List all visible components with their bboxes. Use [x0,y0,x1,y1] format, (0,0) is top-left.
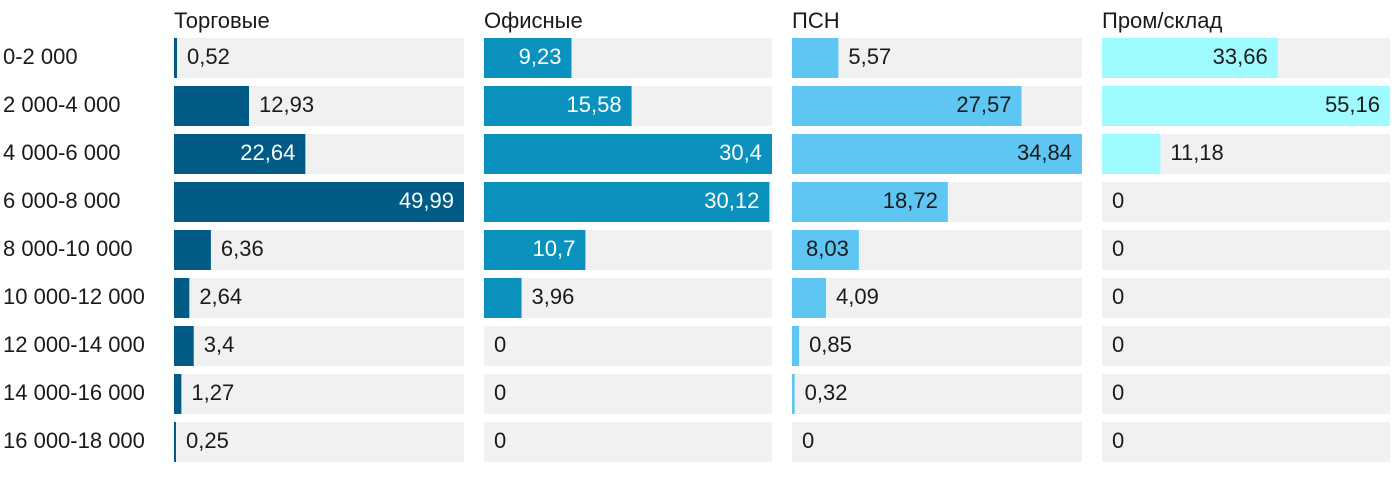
bar-track [174,422,464,462]
bar-value-label: 10,7 [533,236,576,261]
bar-value-label: 5,57 [848,44,891,69]
bar-value-label: 0,25 [186,428,229,453]
bar [792,38,839,78]
bar-value-label: 0 [1112,284,1124,309]
category-label: 14 000-16 000 [3,380,145,405]
bar-value-label: 0 [1112,428,1124,453]
bar-value-label: 0,85 [809,332,852,357]
bar-track [174,374,464,414]
bar-value-label: 0 [1112,236,1124,261]
bar-value-label: 9,23 [519,44,562,69]
bar-value-label: 8,03 [806,236,849,261]
bar-track [1102,326,1390,366]
bar-value-label: 3,96 [532,284,575,309]
bar [1102,134,1161,174]
bar-value-label: 6,36 [221,236,264,261]
bar-track [174,38,464,78]
bar [792,374,795,414]
category-label: 0-2 000 [3,44,78,69]
bar [174,182,464,222]
panel-title: Пром/склад [1102,8,1222,33]
bar-track [484,374,772,414]
bar-track [792,422,1082,462]
bar [174,134,306,174]
bar [484,86,632,126]
category-label: 8 000-10 000 [3,236,133,261]
bar [792,86,1022,126]
category-label: 16 000-18 000 [3,428,145,453]
bar-value-label: 0,32 [805,380,848,405]
bar-track [1102,374,1390,414]
bar-track [792,374,1082,414]
bar-value-label: 30,12 [704,188,759,213]
category-label: 6 000-8 000 [3,188,120,213]
bar-value-label: 30,4 [719,140,762,165]
bar [792,230,859,270]
bar [1102,86,1390,126]
bar-value-label: 0 [494,428,506,453]
bar [484,134,772,174]
bar [484,230,586,270]
bar [484,278,522,318]
bar-value-label: 0 [494,332,506,357]
bar-track [1102,230,1390,270]
bar-value-label: 0,52 [187,44,230,69]
bar-value-label: 0 [1112,332,1124,357]
category-label: 12 000-14 000 [3,332,145,357]
bar-track [1102,278,1390,318]
bar-value-label: 49,99 [399,188,454,213]
bar-track [792,278,1082,318]
bar [174,230,211,270]
bar-value-label: 0 [1112,188,1124,213]
bar-value-label: 18,72 [883,188,938,213]
bar-value-label: 27,57 [956,92,1011,117]
bar [174,278,190,318]
bar-track [174,326,464,366]
bar-value-label: 3,4 [204,332,235,357]
bar [1102,38,1278,78]
bar [484,182,770,222]
bar-track [1102,422,1390,462]
bar [792,134,1082,174]
bar-track [484,326,772,366]
panel-title: Торговые [174,8,270,33]
bar-value-label: 4,09 [836,284,879,309]
category-label: 2 000-4 000 [3,92,120,117]
bar-track [174,230,464,270]
bar [174,86,250,126]
bar-value-label: 33,66 [1213,44,1268,69]
bar [174,38,178,78]
bar-value-label: 55,16 [1325,92,1380,117]
bar-value-label: 0 [494,380,506,405]
bar [174,374,182,414]
bar-value-label: 11,18 [1170,140,1223,165]
bar-value-label: 34,84 [1017,140,1072,165]
panel-title: Офисные [484,8,583,33]
bar [174,422,176,462]
bar-value-label: 22,64 [240,140,295,165]
bar-value-label: 0 [802,428,814,453]
bar-value-label: 1,27 [191,380,234,405]
bar [174,326,194,366]
panel-title: ПСН [792,8,840,33]
bar-track [484,278,772,318]
bar-track [792,326,1082,366]
bar-value-label: 15,58 [567,92,622,117]
bar-track [1102,182,1390,222]
bar-value-label: 0 [1112,380,1124,405]
bar-track [484,422,772,462]
bar [792,278,827,318]
bar-value-label: 12,93 [259,92,314,117]
category-label: 4 000-6 000 [3,140,120,165]
bar-track [792,38,1082,78]
bar [792,326,800,366]
bar [484,38,572,78]
bar-value-label: 2,64 [199,284,242,309]
category-label: 10 000-12 000 [3,284,145,309]
bar-track [174,278,464,318]
bar [792,182,948,222]
